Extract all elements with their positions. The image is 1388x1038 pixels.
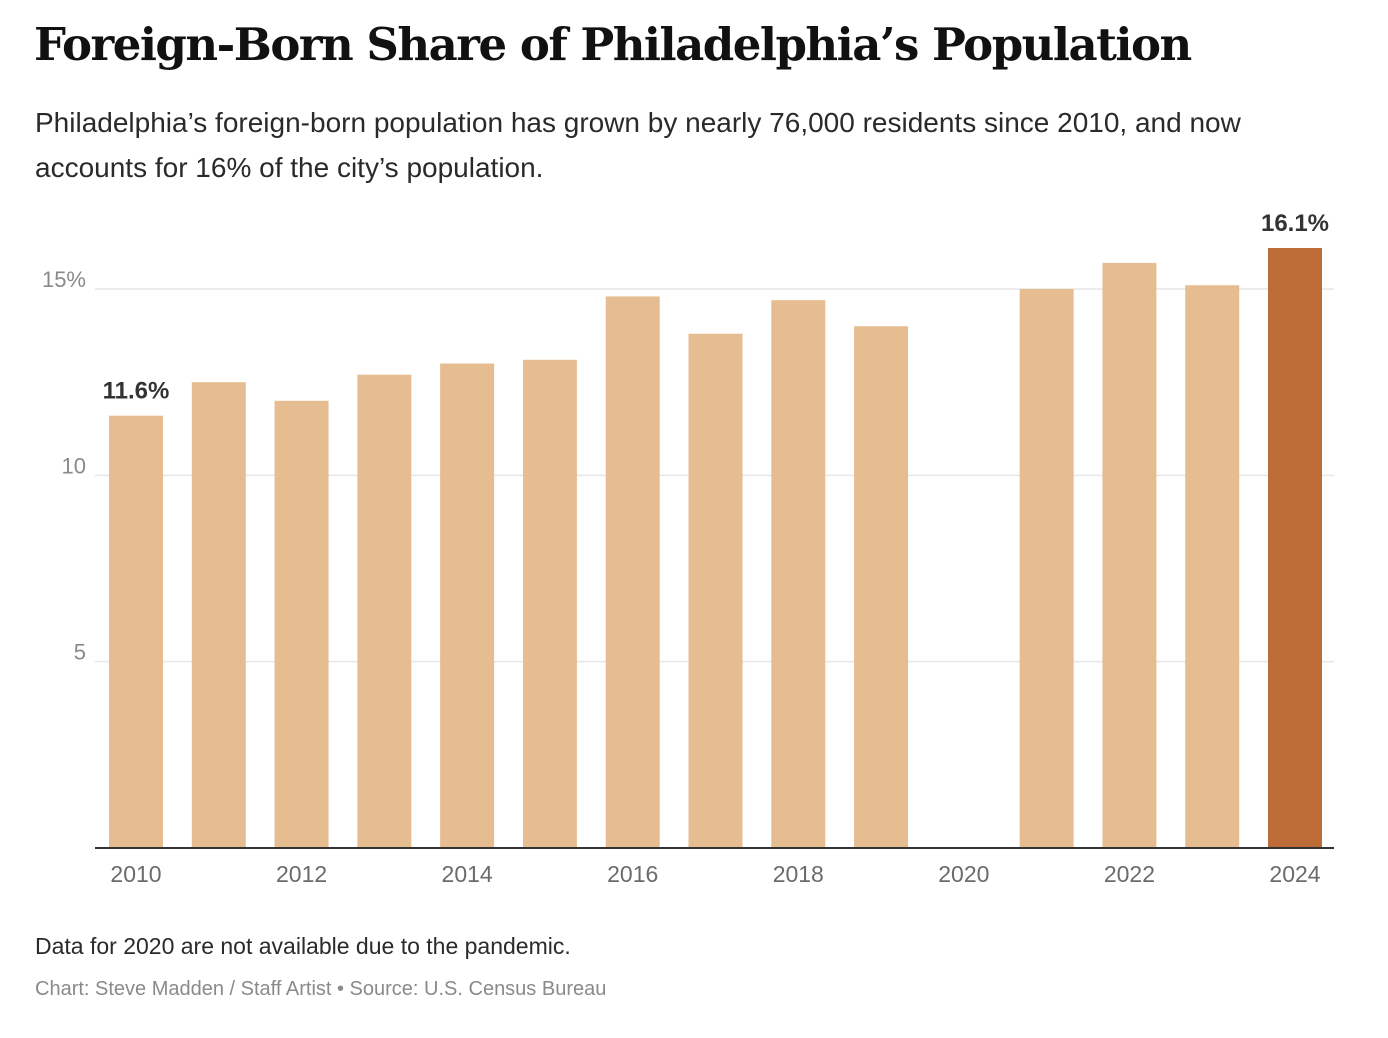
data-label-2010: 11.6% (103, 378, 170, 405)
bar-2014 (440, 363, 495, 848)
x-tick-label-2018: 2018 (773, 861, 824, 887)
bar-2021 (1019, 288, 1074, 848)
x-tick-label-2016: 2016 (607, 861, 658, 887)
bar-2017 (688, 333, 743, 848)
x-tick-label-2022: 2022 (1104, 861, 1155, 887)
footnote: Data for 2020 are not available due to t… (35, 933, 571, 959)
y-tick-label-15: 15% (42, 267, 86, 292)
bar-2016 (605, 296, 660, 848)
bar-2010 (109, 415, 163, 848)
axes: 5 10 15% 2010 2012 2014 2016 2018 2020 2022 2024 (42, 267, 1334, 887)
x-tick-label-2024: 2024 (1269, 861, 1320, 887)
bar-2011 (191, 382, 246, 848)
bar-2018 (771, 300, 826, 848)
bar-2022 (1102, 262, 1157, 848)
data-label-2024: 16.1% (1261, 210, 1329, 237)
bar-2013 (357, 374, 412, 848)
bars (109, 248, 1322, 848)
y-tick-label-5: 5 (74, 640, 86, 665)
data-labels: 11.6% 16.1% (103, 210, 1329, 405)
chart-subtitle: Philadelphia’s foreign-born population h… (35, 107, 1241, 183)
x-tick-label-2012: 2012 (276, 861, 327, 887)
bar-2019 (854, 326, 909, 848)
x-tick-label-2010: 2010 (110, 861, 161, 887)
x-tick-label-2020: 2020 (938, 861, 989, 887)
x-tick-label-2014: 2014 (442, 861, 493, 887)
bar-2015 (522, 359, 577, 848)
chart-title: Foreign-Born Share of Philadelphia’s Pop… (34, 18, 1192, 71)
bar-2024 (1268, 248, 1322, 848)
y-tick-label-10: 10 (62, 453, 86, 478)
credit-line: Chart: Steve Madden / Staff Artist • Sou… (35, 978, 607, 1000)
bar-2023 (1185, 285, 1240, 848)
bar-2012 (274, 400, 329, 848)
